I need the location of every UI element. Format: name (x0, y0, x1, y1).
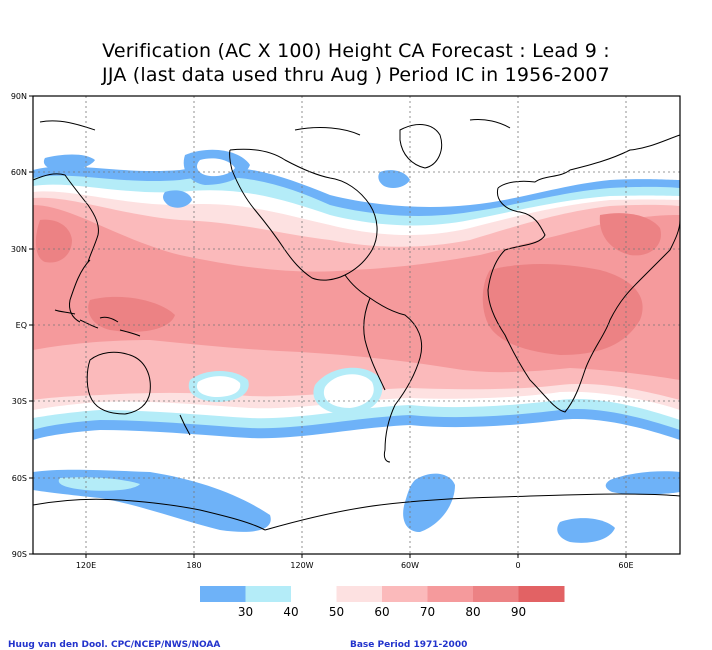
legend-label: 60 (374, 605, 389, 619)
legend-label: 80 (465, 605, 480, 619)
legend-swatch (245, 586, 292, 602)
credit-text: Huug van den Dool. CPC/NCEP/NWS/NOAA (8, 640, 221, 650)
lat-label: 90N (11, 92, 27, 101)
contour-90-100-core (482, 264, 643, 355)
coastlines (32, 119, 681, 531)
legend-swatch (382, 586, 428, 602)
lat-label: EQ (16, 321, 27, 330)
legend-swatch (473, 586, 519, 602)
lon-label: 0 (515, 561, 520, 570)
map-field-layer (33, 96, 680, 554)
lon-label: 120W (290, 561, 313, 570)
lat-label: 60S (12, 474, 27, 483)
color-legend: 30 40 50 60 70 80 90 (200, 586, 565, 619)
legend-label: 30 (238, 605, 253, 619)
legend-swatch (518, 586, 565, 602)
lon-label: 120E (76, 561, 96, 570)
lat-label: 30N (11, 245, 27, 254)
legend-swatch (291, 586, 337, 602)
lon-label: 60E (618, 561, 633, 570)
map-title-line-2: JJA (last data used thru Aug ) Period IC… (102, 64, 610, 86)
map-title-line-1: Verification (AC X 100) Height CA Foreca… (102, 40, 610, 62)
legend-label: 90 (511, 605, 526, 619)
lat-label: 90S (12, 550, 27, 559)
tick-marks (29, 95, 627, 558)
graticule (33, 96, 680, 554)
legend-swatch (200, 586, 246, 602)
lat-label: 60N (11, 168, 27, 177)
legend-label: 70 (420, 605, 435, 619)
lat-label: 30S (12, 397, 27, 406)
lon-label: 60W (401, 561, 419, 570)
lon-label: 180 (186, 561, 201, 570)
legend-swatch (336, 586, 383, 602)
base-period-text: Base Period 1971-2000 (350, 640, 468, 650)
legend-label: 40 (283, 605, 298, 619)
legend-label: 50 (329, 605, 344, 619)
legend-swatch (427, 586, 474, 602)
